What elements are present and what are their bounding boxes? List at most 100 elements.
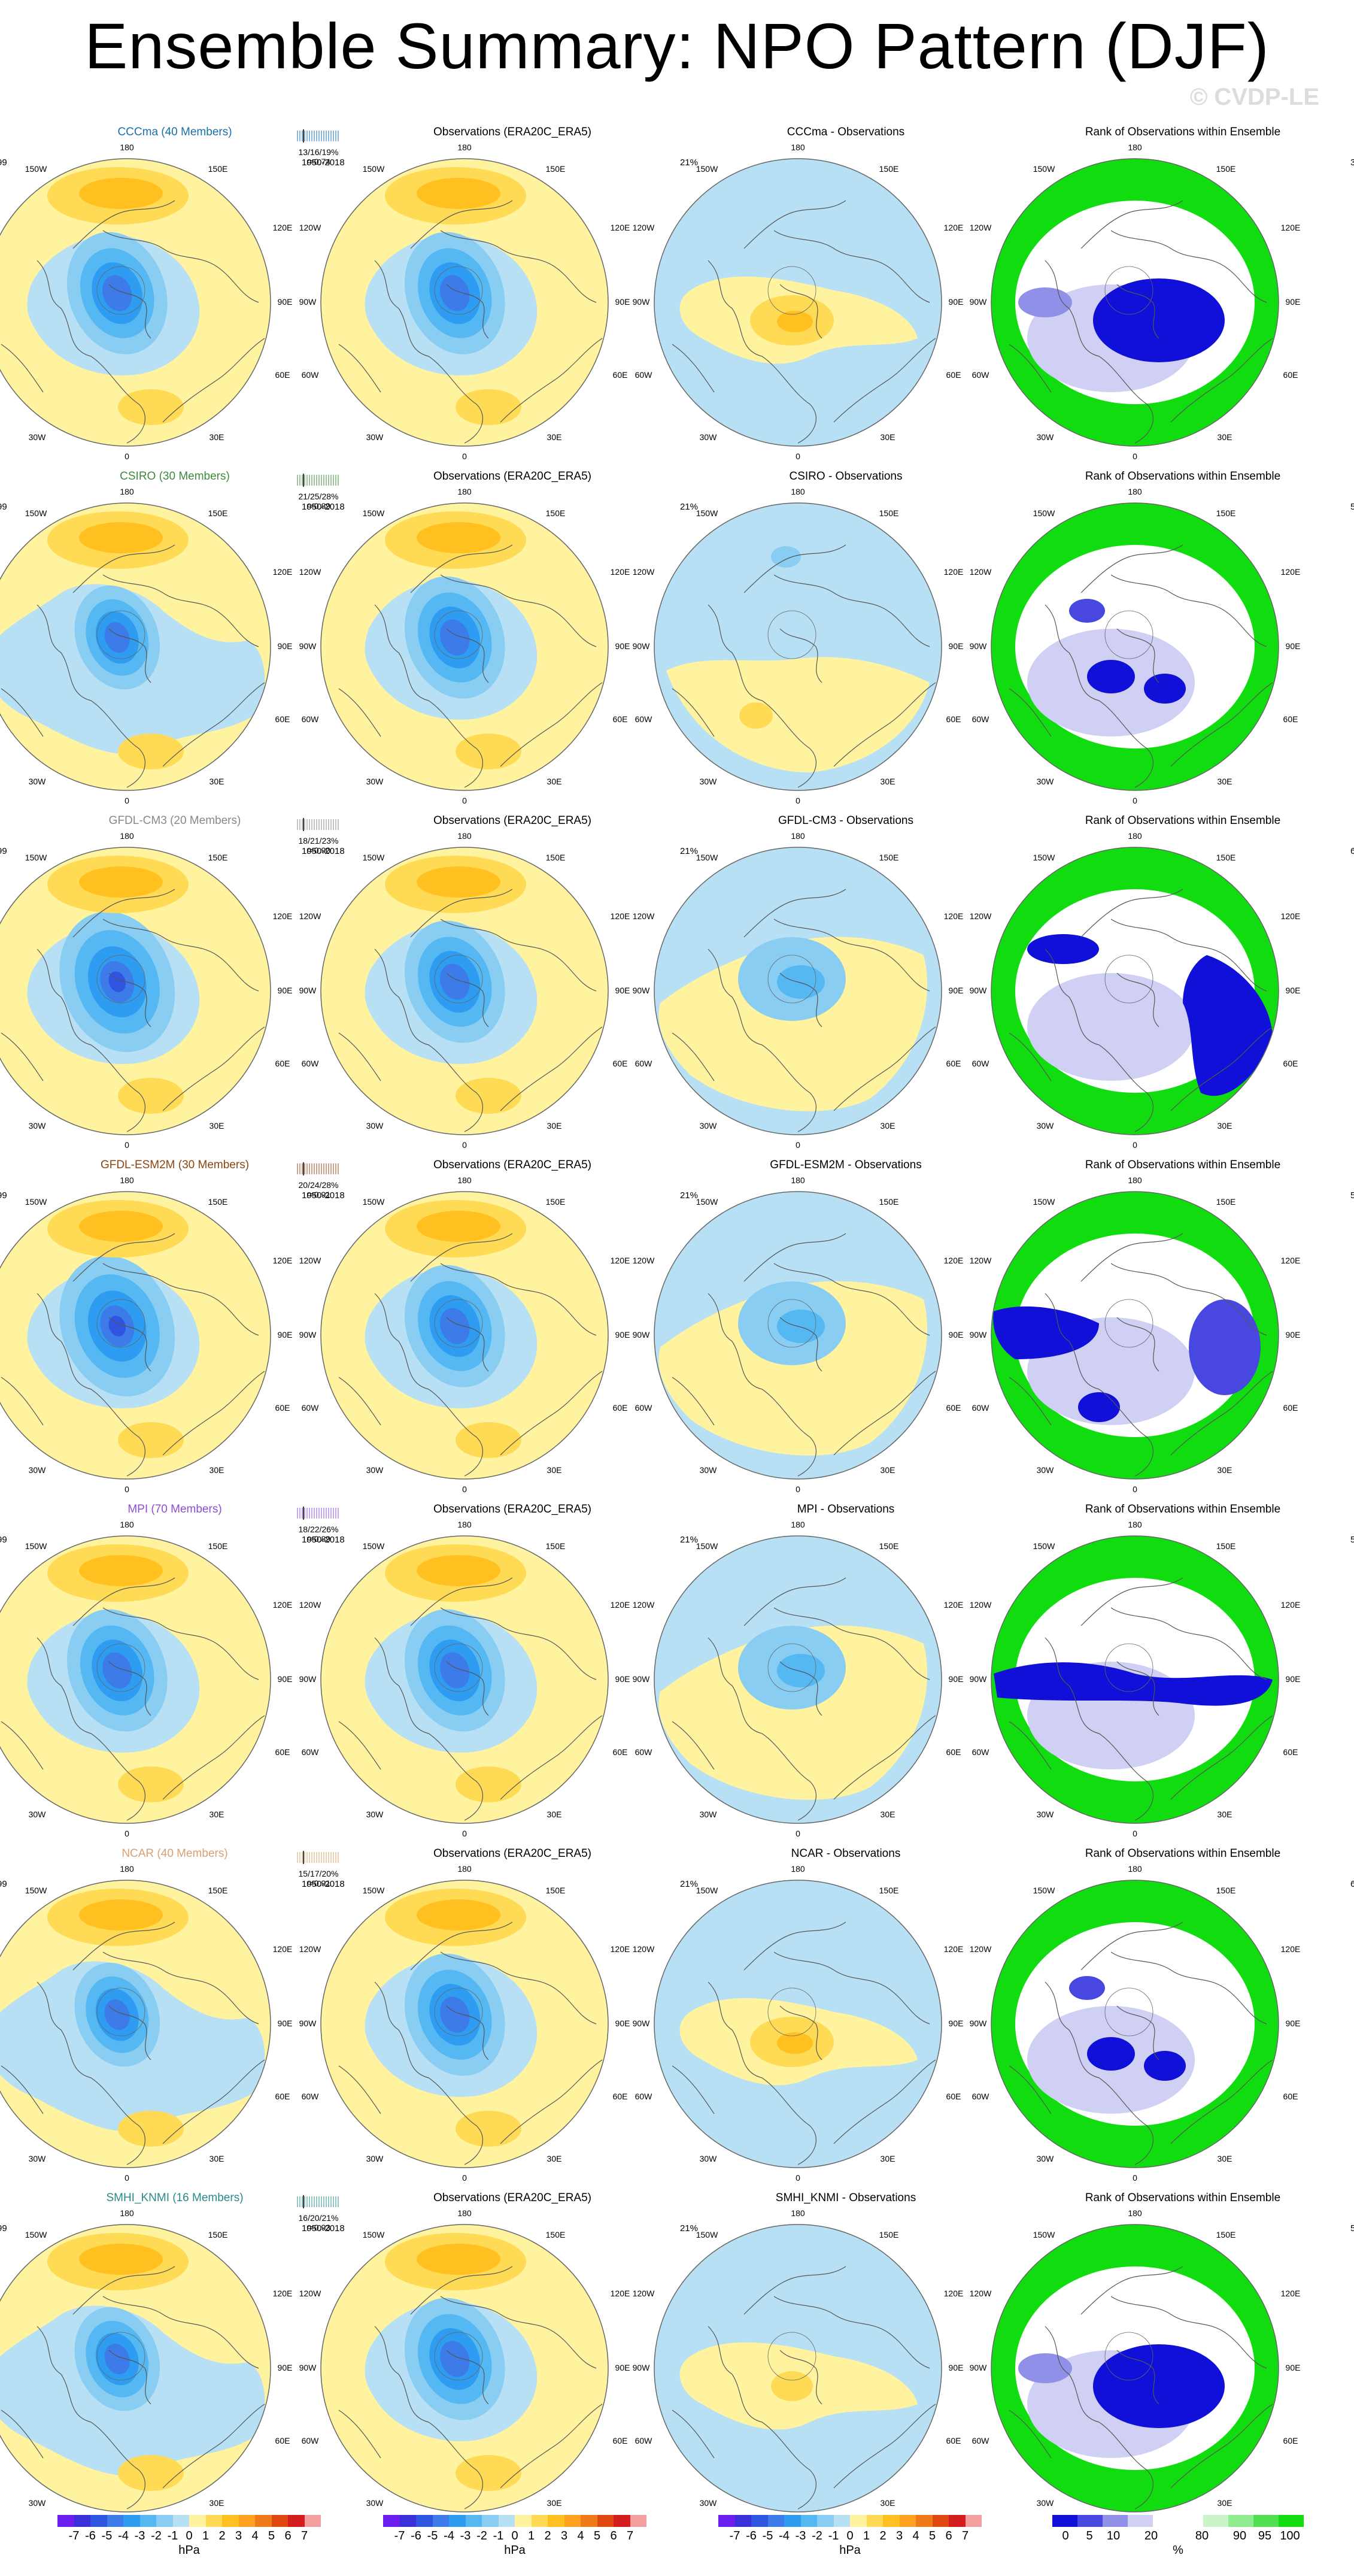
lon-label-br: 30E xyxy=(210,1810,224,1819)
lon-label-bl: 30W xyxy=(700,432,718,442)
panel-title: GFDL-CM3 - Observations xyxy=(778,814,913,827)
lon-label-r: 90E xyxy=(615,641,630,651)
pct-label: 21% xyxy=(679,2223,698,2233)
lon-label-tl: 150W xyxy=(696,853,718,862)
lon-label-bottom: 0 xyxy=(125,451,129,461)
lon-label-r: 90E xyxy=(1286,986,1301,995)
lon-label-bottom: 0 xyxy=(125,2173,129,2183)
lon-label-ur: 120E xyxy=(944,1944,964,1954)
pct-label: 53% xyxy=(1350,1535,1354,1545)
lon-label-br: 30E xyxy=(1218,1465,1232,1475)
lon-label-ur: 120E xyxy=(944,223,964,232)
colorbar-tick: -1 xyxy=(167,2529,178,2542)
lon-label-ll: 60W xyxy=(302,1747,320,1757)
colorbar-tick: 2 xyxy=(544,2529,551,2542)
lon-label-tl: 150W xyxy=(696,2230,718,2239)
lon-label-bottom: 0 xyxy=(1133,1829,1137,1838)
colorbar-tick: -7 xyxy=(394,2529,405,2542)
lon-label-tr: 150E xyxy=(879,164,899,174)
lon-label-r: 90E xyxy=(949,641,964,651)
lon-label-lr: 60E xyxy=(613,1059,628,1068)
lon-label-ul: 120W xyxy=(970,223,992,232)
period-label: 2019-2099 xyxy=(0,846,7,856)
lon-label-bl: 30W xyxy=(1037,2498,1055,2508)
lon-label-lr: 60E xyxy=(1283,370,1298,380)
lon-label-bl: 30W xyxy=(29,2154,47,2163)
lon-label-ul: 120W xyxy=(633,1256,655,1265)
colorbar-swatches xyxy=(57,2515,321,2527)
lon-label-l: 90W xyxy=(633,641,651,651)
lon-label-r: 90E xyxy=(278,1330,293,1339)
lon-label-bl: 30W xyxy=(29,432,47,442)
lon-label-r: 90E xyxy=(1286,2019,1301,2028)
lon-label-tl: 150W xyxy=(696,1541,718,1551)
panel-title: Observations (ERA20C_ERA5) xyxy=(433,470,591,483)
lon-label-ul: 120W xyxy=(970,2289,992,2298)
colorbar-tick: 6 xyxy=(945,2529,952,2542)
member-stats: 18/21/23% r=0.90 xyxy=(292,811,345,877)
panel-r7-c1: SMHI_KNMI (16 Members) 2019-2099 16/20/21%… xyxy=(0,2192,339,2527)
lon-label-tr: 150E xyxy=(546,1886,566,1895)
lon-label-br: 30E xyxy=(1218,432,1232,442)
colorbar-tick: 3 xyxy=(235,2529,242,2542)
lon-label-bl: 30W xyxy=(1037,432,1055,442)
lon-label-lr: 60E xyxy=(613,2092,628,2101)
lon-label-l: 90W xyxy=(299,1330,317,1339)
colorbar-tick: 3 xyxy=(895,2529,903,2542)
member-stats: 18/22/26% r=0.89 xyxy=(292,1499,345,1565)
lon-label-br: 30E xyxy=(1218,2154,1232,2163)
lon-label-ur: 120E xyxy=(1281,911,1301,921)
lon-label-lr: 60E xyxy=(946,2436,961,2445)
lon-label-bottom: 0 xyxy=(125,1829,129,1838)
lon-label-tr: 150E xyxy=(879,1541,899,1551)
page-title: Ensemble Summary: NPO Pattern (DJF) xyxy=(84,10,1270,82)
panel-title: Observations (ERA20C_ERA5) xyxy=(433,1159,591,1171)
panel-title: NCAR - Observations xyxy=(791,1847,901,1860)
panel-r6-c2: Observations (ERA20C_ERA5) 1950-2018 21% 18… xyxy=(299,1847,698,2183)
lon-label-tl: 150W xyxy=(25,853,47,862)
lon-label-bl: 30W xyxy=(29,1121,47,1131)
lon-label-ll: 60W xyxy=(972,1403,990,1413)
lon-label-br: 30E xyxy=(881,2154,895,2163)
lon-label-r: 90E xyxy=(949,297,964,307)
lon-label-top: 180 xyxy=(1128,831,1142,841)
lon-label-br: 30E xyxy=(547,1465,562,1475)
colorbar-tick: 10 xyxy=(1106,2529,1121,2542)
lon-label-lr: 60E xyxy=(1283,1403,1298,1413)
period-label: 2019-2099 xyxy=(0,2223,7,2233)
lon-label-bottom: 0 xyxy=(462,1829,467,1838)
lon-label-tl: 150W xyxy=(25,1886,47,1895)
lon-label-top: 180 xyxy=(120,831,134,841)
pct-label: 21% xyxy=(679,1190,698,1201)
lon-label-lr: 60E xyxy=(275,1059,290,1068)
lon-label-r: 90E xyxy=(615,2019,630,2028)
panel-r6-c1: NCAR (40 Members) 2019-2099 15/17/20%r=0.9… xyxy=(0,1847,339,2183)
member-pct-range: 18/21/23% xyxy=(298,836,339,845)
colorbar-hpa-obs: -7 -6 -5 -4 -3 -2 -1 0 1 2 3 4 5 6 7 hPa xyxy=(383,2515,646,2563)
panel-title: Rank of Observations within Ensemble xyxy=(1085,470,1281,483)
lon-label-lr: 60E xyxy=(275,2092,290,2101)
lon-label-ll: 60W xyxy=(635,1747,653,1757)
colorbar-tick: -1 xyxy=(493,2529,504,2542)
model-title: GFDL-CM3 (20 Members) xyxy=(108,814,241,827)
lon-label-top: 180 xyxy=(457,1864,472,1874)
panel-title: Rank of Observations within Ensemble xyxy=(1085,1847,1281,1860)
colorbar-tick: 6 xyxy=(284,2529,292,2542)
lon-label-ur: 120E xyxy=(1281,2289,1301,2298)
panel-r6-c3: NCAR - Observations 180 150W 150E 120W 120E 90… xyxy=(633,1847,989,2183)
colorbar-tick: -3 xyxy=(460,2529,471,2542)
lon-label-r: 90E xyxy=(1286,2363,1301,2372)
period-label: 1950-2018 xyxy=(302,846,345,856)
colorbar-tick: -3 xyxy=(134,2529,145,2542)
lon-label-br: 30E xyxy=(881,432,895,442)
panel-r3-c2: Observations (ERA20C_ERA5) 1950-2018 21% 18… xyxy=(299,814,698,1150)
lon-label-l: 90W xyxy=(970,1330,988,1339)
pct-label: 21% xyxy=(679,846,698,856)
lon-label-r: 90E xyxy=(949,1674,964,1684)
lon-label-tl: 150W xyxy=(363,853,385,862)
colorbar-tick: -6 xyxy=(411,2529,421,2542)
member-stats: 16/20/21% r=0.93 xyxy=(292,2188,345,2254)
lon-label-tr: 150E xyxy=(546,2230,566,2239)
